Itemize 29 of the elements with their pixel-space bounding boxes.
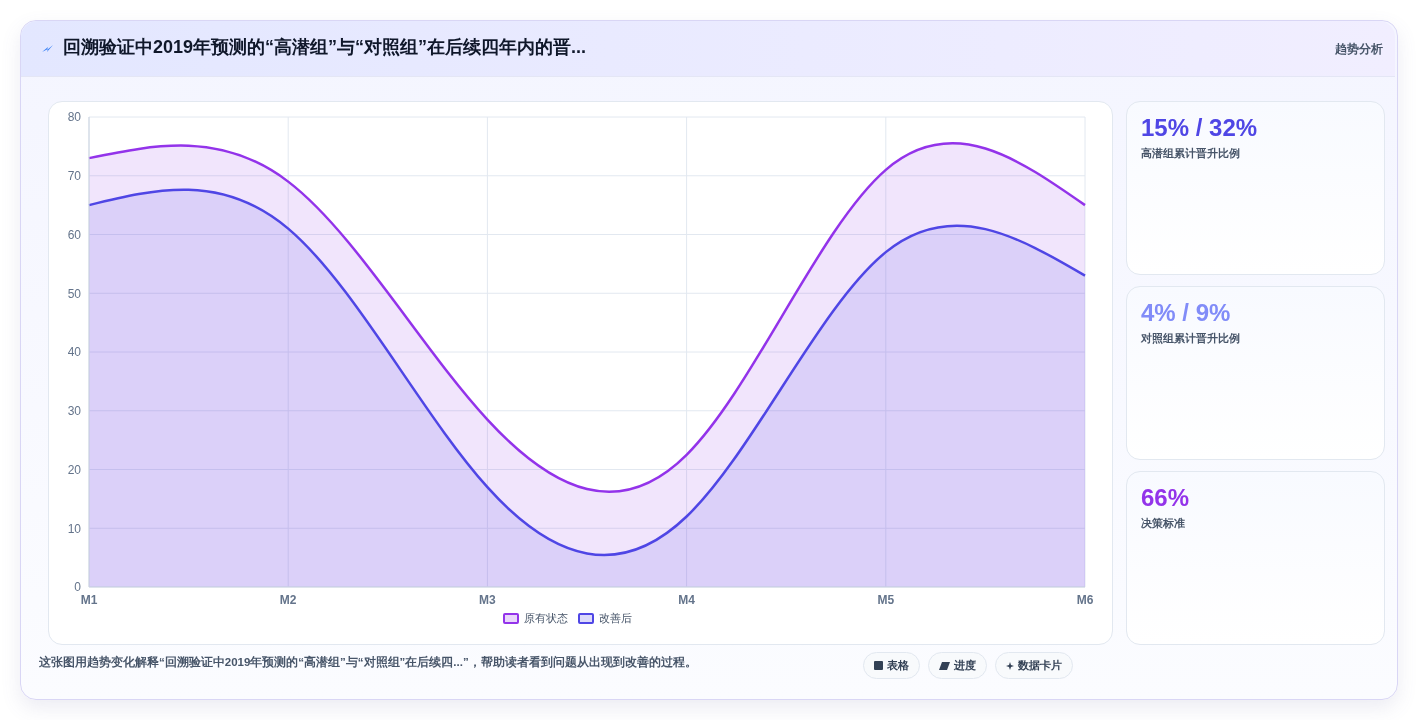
x-tick-label: M5 <box>877 592 895 607</box>
text: 数据卡片 <box>995 652 1073 679</box>
text: 决策标准 <box>1141 516 1186 531</box>
y-tick-label: 20 <box>67 462 82 477</box>
x-tick-label: M3 <box>479 592 497 607</box>
text: 趋势分析 <box>1335 41 1383 58</box>
x-tick-label: M6 <box>1076 592 1094 607</box>
text: 表格 <box>863 652 920 679</box>
y-tick-label: 70 <box>67 169 82 184</box>
text: 4% / 9% <box>1141 299 1232 327</box>
text: 进度 <box>928 652 987 679</box>
text: 高潜组累计晋升比例 <box>1141 146 1241 161</box>
chart-title: 回溯验证中2019年预测的“高潜组”与“对照组”在后续四年内的晋... <box>63 36 587 59</box>
x-tick-label: M1 <box>80 592 98 607</box>
y-tick-label: 50 <box>67 286 82 301</box>
text: 对照组累计晋升比例 <box>1141 331 1241 346</box>
y-tick-label: 40 <box>67 345 82 360</box>
x-tick-label: M2 <box>279 592 297 607</box>
text: 15% / 32% <box>1141 114 1259 142</box>
legend-label: 改善后 <box>597 611 632 626</box>
y-tick-label: 30 <box>67 404 82 419</box>
text: 这张图用趋势变化解释“回溯验证中2019年预测的“高潜组”与“对照组”在后续四...”，帮助读者看到问题从出现到改善的过程。 <box>39 655 697 670</box>
x-tick-label: M4 <box>678 592 696 607</box>
y-tick-label: 10 <box>67 521 82 536</box>
y-tick-label: 60 <box>67 227 82 242</box>
y-tick-label: 80 <box>67 110 82 125</box>
text: 66% <box>1141 484 1191 512</box>
legend-label: 原有状态 <box>522 611 568 626</box>
y-tick-label: 0 <box>74 580 82 595</box>
